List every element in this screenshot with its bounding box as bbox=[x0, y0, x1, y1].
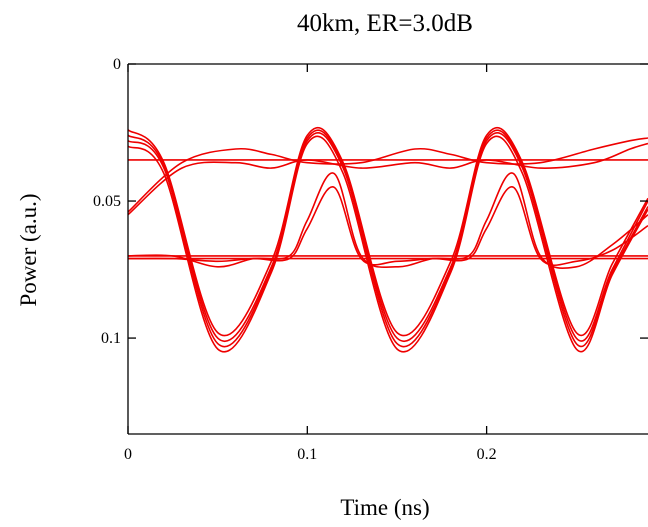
y-tick-label: 0.1 bbox=[101, 330, 121, 347]
x-tick-label: 0.2 bbox=[477, 446, 497, 463]
x-tick-label: 0.1 bbox=[297, 446, 317, 463]
y-tick-label: 0.05 bbox=[93, 193, 121, 210]
y-axis-label: Power (a.u.) bbox=[16, 193, 41, 306]
series-line-6 bbox=[128, 142, 648, 216]
series-line-8 bbox=[128, 186, 648, 267]
series-line-3 bbox=[128, 131, 648, 348]
y-tick-label: 0 bbox=[113, 56, 121, 73]
series-line-7 bbox=[128, 172, 648, 270]
series-line-1 bbox=[128, 126, 648, 337]
series-layer bbox=[128, 126, 648, 353]
series-line-2 bbox=[128, 129, 648, 342]
series-line-5 bbox=[128, 137, 648, 213]
axes-layer: 0 0.1 0.2 0 0.05 0.1 bbox=[93, 56, 648, 463]
chart-title: 40km, ER=3.0dB bbox=[297, 10, 473, 37]
x-tick-label: 0 bbox=[124, 446, 132, 463]
x-axis-label: Time (ns) bbox=[340, 495, 429, 520]
series-line-4 bbox=[128, 135, 648, 353]
